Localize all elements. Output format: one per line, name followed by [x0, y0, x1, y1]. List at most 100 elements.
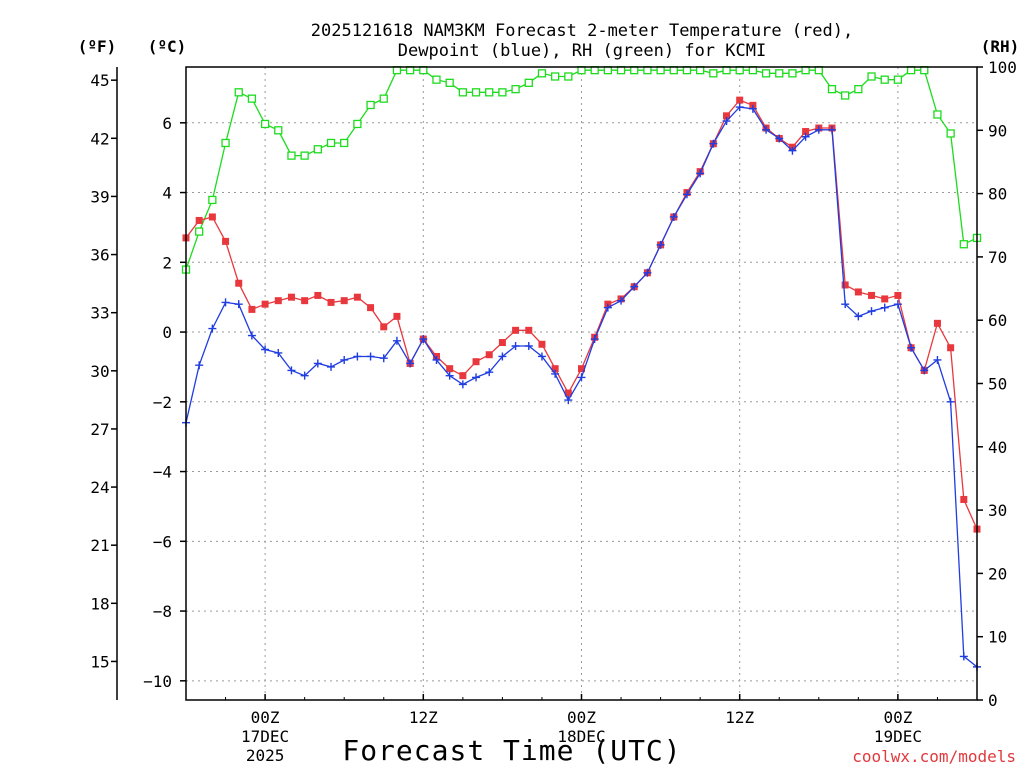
rh-point — [775, 69, 784, 78]
dewpoint-point — [419, 335, 428, 344]
rh-axis-unit: (RH) — [981, 37, 1020, 56]
temperature-point — [538, 340, 546, 348]
dewpoint-point — [841, 300, 850, 309]
dewpoint-point — [827, 125, 836, 134]
dewpoint-point — [748, 104, 757, 113]
dewpoint-point — [656, 240, 665, 249]
rh-point — [340, 138, 349, 148]
rh-point — [287, 151, 296, 160]
rh-point — [841, 91, 850, 100]
rh-tick-label: 70 — [988, 248, 1007, 267]
dewpoint-point — [432, 355, 441, 364]
rh-tick-label: 40 — [988, 438, 1007, 457]
dewpoint-point — [907, 343, 916, 352]
rh-tick-label: 10 — [988, 628, 1007, 647]
dewpoint-point — [643, 268, 652, 277]
rh-point — [893, 75, 903, 84]
dewpoint-point — [406, 359, 415, 368]
rh-point — [761, 69, 771, 78]
dewpoint-point — [880, 303, 889, 312]
grid-lines — [186, 67, 977, 700]
temperature-point — [301, 297, 309, 305]
dewpoint-point — [221, 298, 230, 307]
dewpoint-point — [195, 361, 204, 370]
dewpoint-point — [472, 373, 481, 382]
dewpoint-point — [814, 125, 823, 134]
time-tick-label: 00Z — [883, 708, 912, 727]
temperature-point — [933, 319, 941, 327]
rh-tick-label: 80 — [988, 185, 1007, 204]
temperature-point — [894, 291, 902, 299]
fahrenheit-tick-label: 33 — [90, 304, 109, 323]
series-line — [185, 106, 978, 668]
temperature-point — [367, 304, 375, 312]
dewpoint-point — [247, 331, 256, 340]
rh-point — [471, 88, 481, 97]
time-tick-date: 19DEC — [874, 727, 922, 746]
temperature-point — [446, 365, 454, 373]
temperature-point — [380, 323, 388, 331]
dewpoint-point — [313, 359, 322, 368]
celsius-axis: 6 4 2 0 −2 −4 −6 −8 −10 — [143, 114, 186, 691]
fahrenheit-tick-label: 30 — [90, 362, 109, 381]
time-tick-year: 2025 — [246, 746, 285, 765]
celsius-tick-label: 2 — [162, 253, 172, 272]
rh-point — [432, 75, 441, 84]
rh-point — [709, 69, 718, 78]
dewpoint-point — [564, 396, 573, 405]
rh-point — [221, 138, 230, 148]
dewpoint-point — [366, 352, 375, 361]
temperature-point — [525, 326, 533, 334]
dewpoint-point — [274, 348, 283, 357]
rh-point — [854, 85, 863, 94]
dewpoint-point — [577, 373, 586, 382]
plot-frame — [185, 66, 978, 701]
fahrenheit-tick-label: 21 — [90, 536, 109, 555]
dewpoint-point — [327, 362, 336, 371]
rh-point — [445, 78, 454, 87]
rh-tick-label: 30 — [988, 501, 1007, 520]
temperature-point — [459, 372, 467, 380]
temperature-point — [947, 344, 955, 352]
watermark: coolwx.com/models — [852, 747, 1016, 766]
rh-tick-label: 20 — [988, 564, 1007, 583]
dewpoint-point — [920, 366, 929, 375]
rh-point — [313, 145, 322, 154]
rh-point — [366, 100, 375, 110]
rh-point — [498, 88, 507, 97]
rh-point — [458, 88, 468, 97]
dewpoint-point — [537, 352, 546, 361]
celsius-tick-label: 6 — [162, 114, 172, 133]
fahrenheit-tick-label: 27 — [90, 420, 109, 439]
rh-tick-label: 50 — [988, 375, 1007, 394]
rh-point — [234, 88, 243, 97]
fahrenheit-tick-label: 36 — [90, 246, 109, 265]
temperature-point — [485, 351, 493, 359]
dewpoint-point — [775, 134, 784, 143]
dewpoint-point — [300, 371, 309, 380]
dewpoint-point — [696, 169, 705, 178]
temperature-point — [578, 365, 585, 373]
temperature-point — [960, 495, 968, 503]
chart-title-line2: Dewpoint (blue), RH (green) for KCMI — [398, 41, 766, 61]
dewpoint-point — [735, 103, 744, 112]
rh-point — [274, 126, 283, 135]
dewpoint-point — [854, 312, 863, 321]
fahrenheit-tick-label: 39 — [90, 187, 109, 206]
time-tick-label: 00Z — [567, 708, 596, 727]
dewpoint-point — [762, 125, 771, 134]
temperature-point — [195, 216, 203, 224]
rh-point — [867, 72, 876, 81]
celsius-tick-label: −2 — [153, 393, 172, 412]
rh-point — [959, 240, 968, 249]
dewpoint-point — [933, 355, 942, 364]
temperature-point — [868, 291, 876, 299]
rh-point — [353, 119, 362, 129]
temperature-point — [498, 339, 506, 347]
dewpoint-point — [893, 300, 902, 309]
temperature-point — [802, 128, 810, 136]
rh-series — [181, 66, 982, 274]
rh-point — [260, 119, 270, 129]
